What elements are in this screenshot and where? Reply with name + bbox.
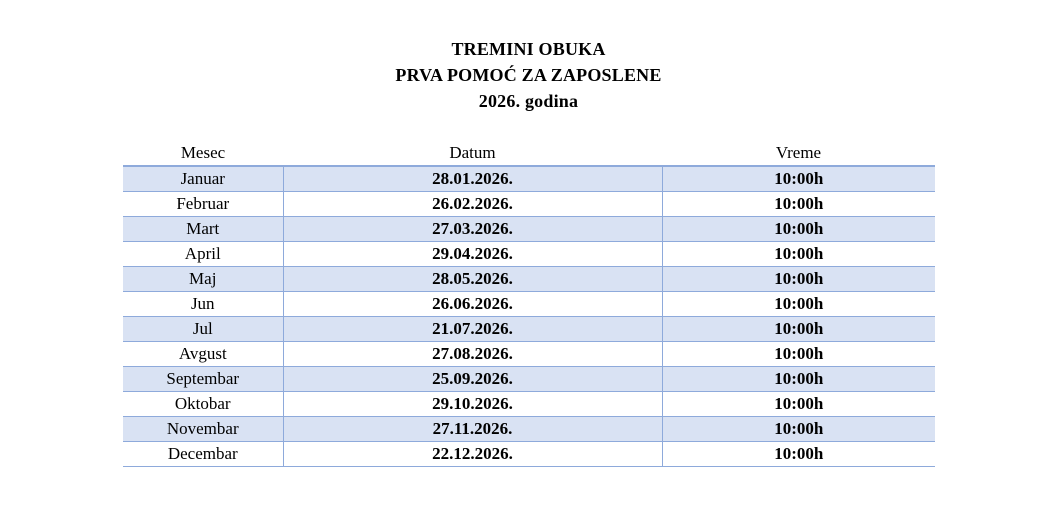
cell-vreme: 10:00h <box>661 191 935 217</box>
cell-mesec: Januar <box>180 169 225 188</box>
cell-datum: 29.04.2026. <box>282 241 662 267</box>
column-header-datum: Datum <box>449 142 496 162</box>
cell-mesec: Oktobar <box>174 394 231 413</box>
table-row-maj: Maj 28.05.2026. 10:00h <box>123 266 935 292</box>
cell-datum: 26.02.2026. <box>282 191 662 217</box>
cell-vreme: 10:00h <box>661 166 935 192</box>
table-row-decembar: Decembar 22.12.2026. 10:00h <box>123 441 935 467</box>
cell-mesec: Jun <box>190 294 215 313</box>
title-line-3: 2026. godina <box>478 91 579 111</box>
cell-vreme: 10:00h <box>661 416 935 442</box>
cell-mesec: Maj <box>189 269 217 288</box>
cell-datum: 26.06.2026. <box>282 291 662 317</box>
cell-vreme: 10:00h <box>661 316 935 342</box>
cell-mesec: April <box>184 244 221 263</box>
cell-datum: 29.10.2026. <box>282 391 662 417</box>
table-header-row: Mesec Datum Vreme <box>123 140 935 166</box>
cell-vreme: 10:00h <box>661 291 935 317</box>
cell-mesec: Februar <box>176 194 230 213</box>
document-title-block: TREMINI OBUKA PRVA POMOĆ ZA ZAPOSLENE 20… <box>0 0 1057 114</box>
cell-vreme: 10:00h <box>661 241 935 267</box>
cell-datum: 28.05.2026. <box>282 266 662 292</box>
cell-datum: 27.08.2026. <box>282 341 662 367</box>
table-row-jun: Jun 26.06.2026. 10:00h <box>123 291 935 317</box>
cell-vreme: 10:00h <box>661 216 935 242</box>
training-schedule-table: Mesec Datum Vreme Januar 28.01.2026. 10:… <box>123 140 935 467</box>
table-row-oktobar: Oktobar 29.10.2026. 10:00h <box>123 391 935 417</box>
table-row-januar: Januar 28.01.2026. 10:00h <box>123 166 935 192</box>
table-row-februar: Februar 26.02.2026. 10:00h <box>123 191 935 217</box>
cell-mesec: Septembar <box>166 369 240 388</box>
table-row-avgust: Avgust 27.08.2026. 10:00h <box>123 341 935 367</box>
table-row-septembar: Septembar 25.09.2026. 10:00h <box>123 366 935 392</box>
table-row-mart: Mart 27.03.2026. 10:00h <box>123 216 935 242</box>
cell-vreme: 10:00h <box>661 441 935 467</box>
cell-mesec: Decembar <box>167 444 238 463</box>
cell-datum: 25.09.2026. <box>282 366 662 392</box>
column-header-mesec: Mesec <box>180 142 226 162</box>
cell-mesec: Novembar <box>166 419 239 438</box>
cell-datum: 21.07.2026. <box>282 316 662 342</box>
cell-vreme: 10:00h <box>661 266 935 292</box>
cell-mesec: Avgust <box>178 344 227 363</box>
cell-datum: 27.11.2026. <box>282 416 662 442</box>
cell-datum: 22.12.2026. <box>282 441 662 467</box>
table-row-april: April 29.04.2026. 10:00h <box>123 241 935 267</box>
column-header-vreme: Vreme <box>775 142 822 162</box>
cell-vreme: 10:00h <box>661 366 935 392</box>
cell-vreme: 10:00h <box>661 341 935 367</box>
cell-datum: 28.01.2026. <box>282 166 662 192</box>
cell-datum: 27.03.2026. <box>282 216 662 242</box>
cell-vreme: 10:00h <box>661 391 935 417</box>
table-row-novembar: Novembar 27.11.2026. 10:00h <box>123 416 935 442</box>
cell-mesec: Mart <box>186 219 220 238</box>
cell-mesec: Jul <box>192 319 213 338</box>
title-line-1: TREMINI OBUKA <box>451 39 606 59</box>
table-row-jul: Jul 21.07.2026. 10:00h <box>123 316 935 342</box>
title-line-2: PRVA POMOĆ ZA ZAPOSLENE <box>395 65 662 85</box>
